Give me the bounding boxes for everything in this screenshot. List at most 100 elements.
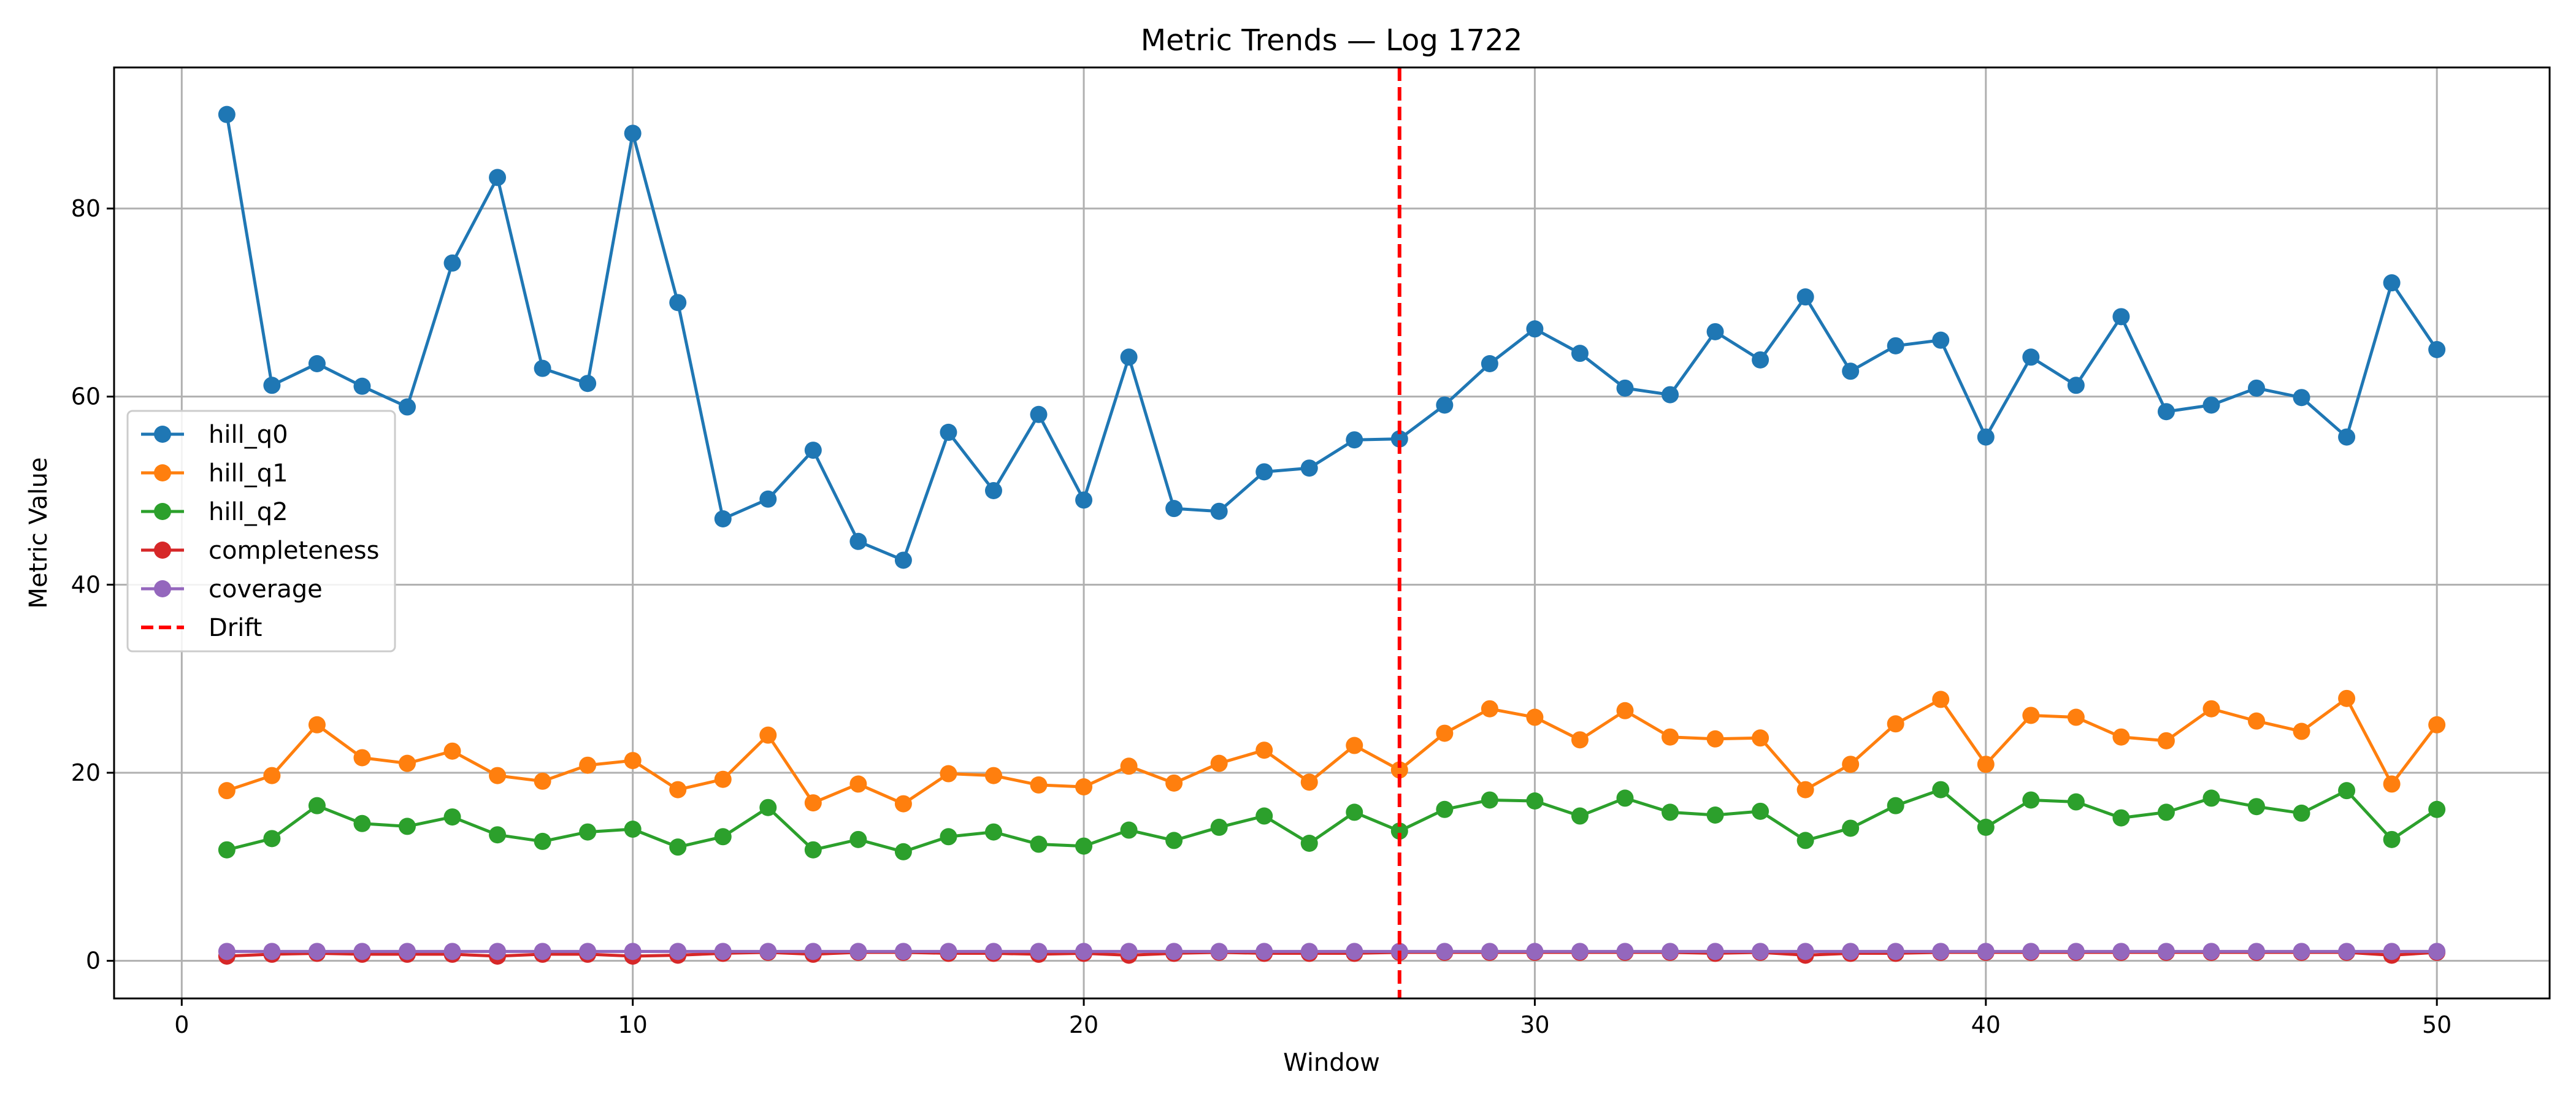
x-tick-label: 50 <box>2422 1011 2451 1038</box>
data-point-hill_q2 <box>534 832 551 850</box>
legend-item-hill_q1: hill_q1 <box>141 459 288 488</box>
data-point-hill_q1 <box>2248 712 2266 730</box>
data-point-hill_q0 <box>1932 331 1950 349</box>
y-tick-label: 20 <box>71 759 101 786</box>
data-point-hill_q1 <box>1796 781 1814 799</box>
data-point-hill_q2 <box>1932 781 1950 799</box>
data-point-coverage <box>1165 943 1183 960</box>
data-point-hill_q2 <box>2157 803 2175 821</box>
data-point-coverage <box>1616 943 1634 960</box>
data-point-hill_q2 <box>804 841 822 859</box>
data-point-coverage <box>1120 943 1138 960</box>
data-point-coverage <box>1752 943 1769 960</box>
data-point-hill_q1 <box>1165 774 1183 792</box>
series-hill_q2 <box>218 781 2446 860</box>
data-point-hill_q1 <box>940 765 957 783</box>
legend-label: coverage <box>209 575 323 603</box>
data-point-hill_q0 <box>1436 396 1454 414</box>
data-point-hill_q1 <box>1977 756 1995 773</box>
data-point-hill_q1 <box>669 781 687 799</box>
data-point-hill_q0 <box>2157 403 2175 421</box>
data-point-coverage <box>984 943 1002 960</box>
data-point-hill_q0 <box>849 532 867 550</box>
data-point-hill_q0 <box>1120 348 1138 366</box>
data-point-hill_q0 <box>1616 379 1634 397</box>
data-point-hill_q0 <box>940 423 957 441</box>
data-point-hill_q0 <box>1706 323 1724 340</box>
data-point-coverage <box>714 943 732 960</box>
y-axis-title: Metric Value <box>25 458 53 609</box>
data-point-hill_q1 <box>1481 700 1498 718</box>
data-point-hill_q2 <box>2383 830 2401 848</box>
data-point-hill_q1 <box>1030 776 1048 794</box>
data-point-hill_q1 <box>624 752 642 770</box>
data-point-coverage <box>804 943 822 960</box>
data-point-hill_q0 <box>2428 341 2446 358</box>
data-point-hill_q2 <box>1977 818 1995 836</box>
tick-layer: 0 10 20 30 40 50 0 20 40 60 80 <box>71 195 2452 1038</box>
data-point-hill_q2 <box>714 828 732 846</box>
data-point-hill_q0 <box>804 442 822 459</box>
data-point-hill_q1 <box>579 756 597 774</box>
legend-item-coverage: coverage <box>141 575 323 603</box>
data-point-hill_q0 <box>1526 320 1544 338</box>
data-point-hill_q2 <box>1436 800 1454 818</box>
data-point-hill_q2 <box>1255 807 1273 825</box>
data-point-hill_q2 <box>1481 791 1498 809</box>
data-point-hill_q0 <box>398 398 416 416</box>
series-coverage <box>218 943 2446 960</box>
data-point-hill_q0 <box>1571 345 1589 362</box>
data-point-hill_q2 <box>669 838 687 856</box>
data-point-hill_q0 <box>2293 389 2310 407</box>
data-point-hill_q1 <box>2157 732 2175 749</box>
data-point-hill_q0 <box>2338 428 2356 446</box>
data-point-hill_q2 <box>1120 821 1138 839</box>
data-point-coverage <box>1526 943 1544 960</box>
data-point-hill_q1 <box>1390 761 1408 779</box>
legend-swatch-marker <box>154 580 171 597</box>
data-point-coverage <box>1796 943 1814 960</box>
data-point-hill_q1 <box>1436 724 1454 742</box>
data-point-hill_q2 <box>984 823 1002 841</box>
y-tick-label: 60 <box>71 383 101 410</box>
data-point-hill_q0 <box>1346 431 1363 449</box>
series-hill_q1 <box>218 689 2446 813</box>
data-point-hill_q0 <box>1977 428 1995 446</box>
x-tick-label: 0 <box>174 1011 189 1038</box>
legend-item-hill_q0: hill_q0 <box>141 421 288 449</box>
y-tick-label: 0 <box>86 948 101 975</box>
y-tick-label: 80 <box>71 195 101 222</box>
data-point-coverage <box>1887 943 1904 960</box>
data-point-coverage <box>579 943 597 960</box>
data-point-coverage <box>1706 943 1724 960</box>
legend-swatch-marker <box>154 464 171 481</box>
data-point-hill_q0 <box>1662 386 1679 404</box>
legend-label: Drift <box>209 614 262 642</box>
data-point-hill_q1 <box>1526 708 1544 726</box>
data-point-hill_q0 <box>443 254 461 272</box>
data-point-hill_q1 <box>1842 756 1860 773</box>
data-point-coverage <box>308 943 326 960</box>
data-point-hill_q0 <box>759 490 777 508</box>
data-point-hill_q0 <box>2248 379 2266 397</box>
legend-entries: hill_q0 hill_q1 hill_q2 completeness coverag… <box>141 421 379 642</box>
data-point-hill_q0 <box>353 377 371 395</box>
data-point-hill_q0 <box>2022 348 2040 366</box>
data-point-hill_q2 <box>1210 818 1228 836</box>
legend-label: hill_q1 <box>209 459 288 488</box>
data-point-hill_q1 <box>2112 728 2130 746</box>
data-point-coverage <box>894 943 912 960</box>
legend-item-hill_q2: hill_q2 <box>141 498 288 526</box>
data-point-hill_q2 <box>443 808 461 826</box>
data-point-hill_q1 <box>1255 741 1273 759</box>
data-point-coverage <box>1932 943 1950 960</box>
data-point-hill_q2 <box>218 841 236 859</box>
data-point-hill_q1 <box>398 754 416 772</box>
data-point-hill_q0 <box>579 375 597 393</box>
data-point-hill_q2 <box>1616 789 1634 807</box>
data-point-hill_q1 <box>2338 689 2356 707</box>
data-point-hill_q0 <box>1210 502 1228 520</box>
x-tick-label: 10 <box>618 1011 647 1038</box>
series-layer <box>218 105 2446 965</box>
data-point-hill_q1 <box>1752 729 1769 747</box>
